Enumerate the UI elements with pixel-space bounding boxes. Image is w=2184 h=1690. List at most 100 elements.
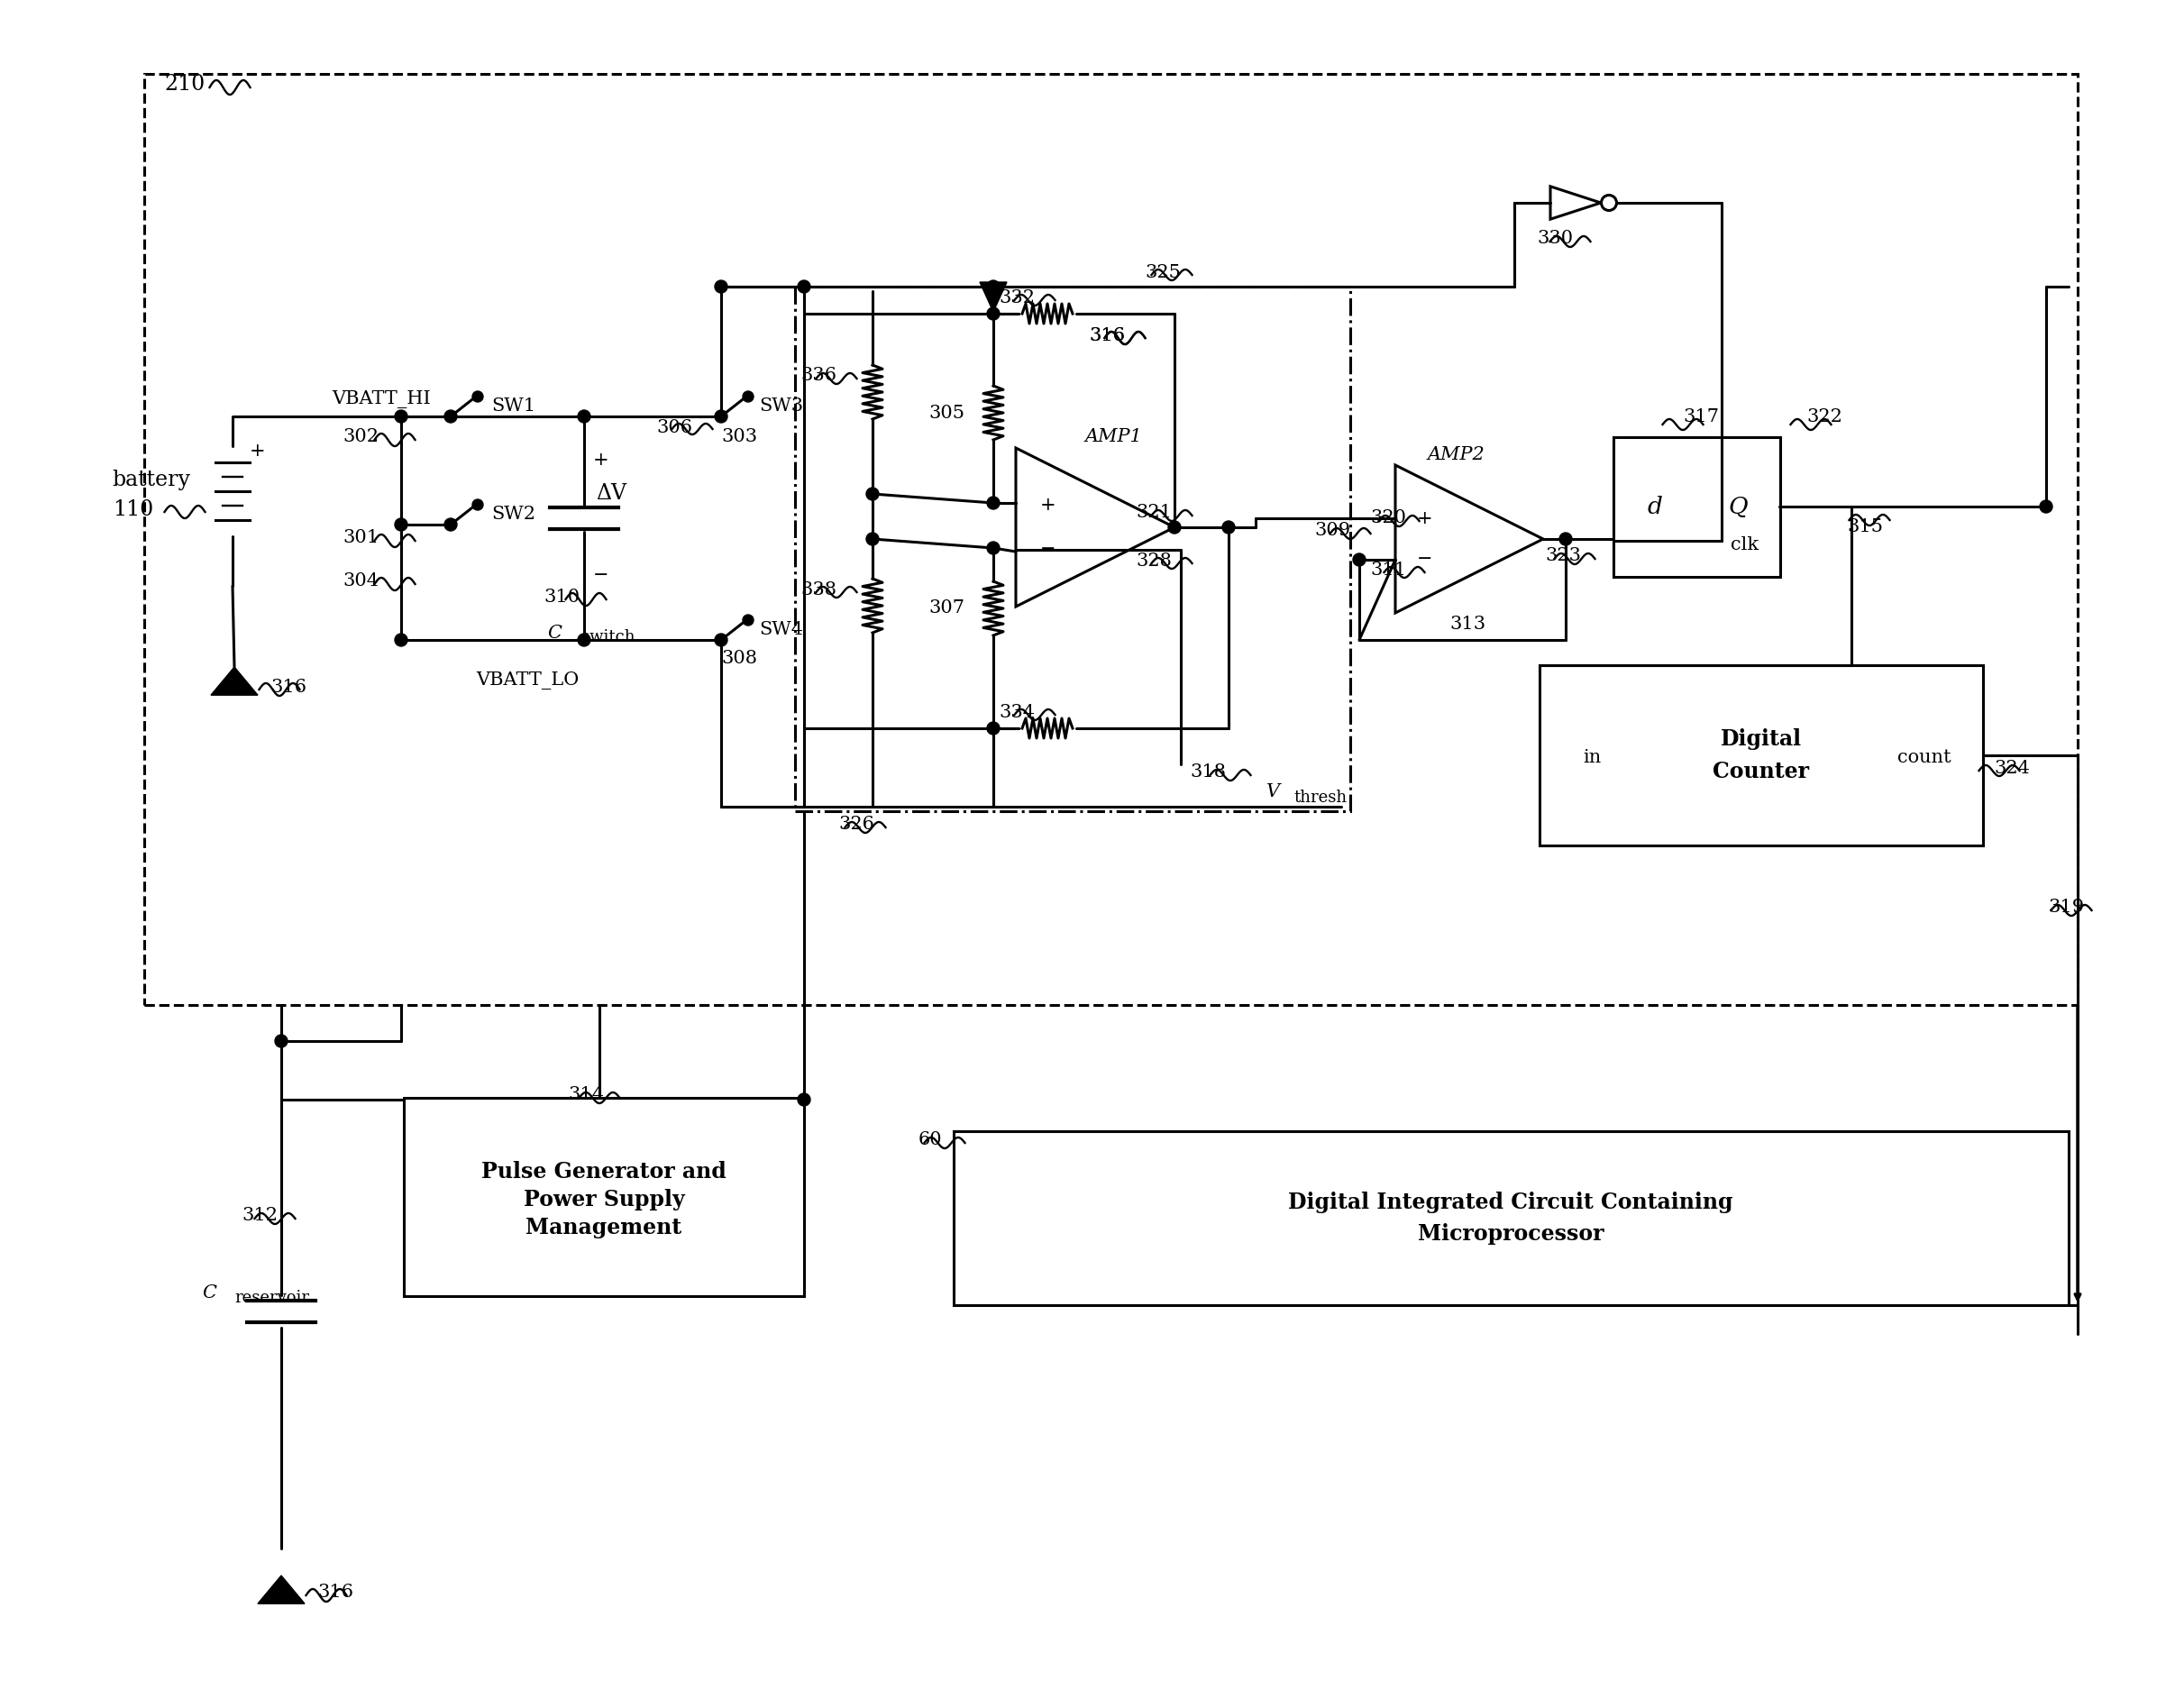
Text: 326: 326 xyxy=(839,816,874,833)
Text: Q: Q xyxy=(1728,495,1747,517)
Text: 338: 338 xyxy=(799,581,836,598)
Text: in: in xyxy=(1583,749,1601,766)
Text: 336: 336 xyxy=(799,367,836,384)
Text: 310: 310 xyxy=(544,588,579,605)
Text: 316: 316 xyxy=(1090,326,1125,343)
Text: 309: 309 xyxy=(1315,522,1350,539)
Text: 313: 313 xyxy=(1450,615,1485,632)
Text: V: V xyxy=(1267,782,1280,799)
Ellipse shape xyxy=(579,411,590,422)
Text: Digital: Digital xyxy=(1721,728,1802,750)
Text: Pulse Generator and: Pulse Generator and xyxy=(480,1161,727,1183)
Text: ΔV: ΔV xyxy=(596,483,627,504)
Text: 324: 324 xyxy=(1994,759,2029,776)
Text: 307: 307 xyxy=(928,600,965,617)
Ellipse shape xyxy=(1168,521,1182,534)
Text: 302: 302 xyxy=(343,429,378,446)
Text: 60: 60 xyxy=(917,1132,941,1149)
Text: clk: clk xyxy=(1730,536,1758,553)
Text: 322: 322 xyxy=(1806,409,1843,426)
Text: +: + xyxy=(1417,510,1433,527)
Ellipse shape xyxy=(987,281,1000,292)
Ellipse shape xyxy=(714,281,727,292)
Text: SW3: SW3 xyxy=(760,397,804,414)
Bar xyxy=(1540,666,1983,845)
Text: 301: 301 xyxy=(343,529,378,546)
Polygon shape xyxy=(981,282,1007,313)
Text: VBATT_HI: VBATT_HI xyxy=(332,390,430,409)
Ellipse shape xyxy=(1559,532,1572,546)
Text: 305: 305 xyxy=(928,404,965,421)
Text: 317: 317 xyxy=(1684,409,1719,426)
Text: SW1: SW1 xyxy=(491,397,535,414)
Text: +: + xyxy=(1040,497,1055,514)
Bar xyxy=(795,287,1350,811)
Text: 330: 330 xyxy=(1538,230,1572,247)
Text: 325: 325 xyxy=(1144,264,1182,281)
Bar xyxy=(1614,438,1780,576)
Bar xyxy=(404,1098,804,1296)
Ellipse shape xyxy=(1352,553,1365,566)
Text: battery: battery xyxy=(111,470,190,490)
Ellipse shape xyxy=(472,390,483,402)
Bar xyxy=(954,1131,2068,1305)
Text: −: − xyxy=(1040,541,1055,558)
Text: +: + xyxy=(594,451,609,468)
Text: 319: 319 xyxy=(2049,899,2084,916)
Ellipse shape xyxy=(867,532,878,546)
Ellipse shape xyxy=(987,542,1000,554)
Text: 316: 316 xyxy=(317,1584,354,1600)
Text: 311: 311 xyxy=(1369,561,1406,578)
Ellipse shape xyxy=(472,499,483,510)
Text: 323: 323 xyxy=(1544,548,1581,564)
Ellipse shape xyxy=(743,390,753,402)
Text: 110: 110 xyxy=(114,499,153,519)
Bar xyxy=(144,74,2077,1006)
Text: d: d xyxy=(1647,495,1662,517)
Ellipse shape xyxy=(395,519,408,531)
Polygon shape xyxy=(258,1575,304,1604)
Text: SW2: SW2 xyxy=(491,505,535,522)
Ellipse shape xyxy=(714,634,727,646)
Text: C: C xyxy=(548,624,561,641)
Text: 312: 312 xyxy=(242,1207,277,1225)
Text: C: C xyxy=(201,1284,216,1301)
Polygon shape xyxy=(212,668,258,695)
Text: AMP1: AMP1 xyxy=(1085,429,1142,446)
Ellipse shape xyxy=(1223,521,1234,534)
Ellipse shape xyxy=(714,411,727,422)
Ellipse shape xyxy=(867,488,878,500)
Text: 332: 332 xyxy=(998,289,1035,306)
Text: 306: 306 xyxy=(655,419,692,436)
Text: −: − xyxy=(594,566,609,583)
Ellipse shape xyxy=(743,615,753,625)
Text: 334: 334 xyxy=(998,703,1035,720)
Text: AMP2: AMP2 xyxy=(1426,446,1485,463)
Text: 314: 314 xyxy=(568,1087,605,1104)
Text: 303: 303 xyxy=(721,429,758,446)
Text: 304: 304 xyxy=(343,573,378,590)
Text: +: + xyxy=(249,443,266,460)
Text: 315: 315 xyxy=(1848,517,1883,536)
Text: 321: 321 xyxy=(1136,504,1173,522)
Ellipse shape xyxy=(797,1093,810,1105)
Ellipse shape xyxy=(395,634,408,646)
Text: Management: Management xyxy=(526,1217,681,1239)
Text: 308: 308 xyxy=(721,649,758,666)
Text: 318: 318 xyxy=(1190,764,1225,781)
Ellipse shape xyxy=(2040,500,2053,512)
Text: count: count xyxy=(1898,749,1950,766)
Text: Digital Integrated Circuit Containing: Digital Integrated Circuit Containing xyxy=(1289,1191,1734,1213)
Ellipse shape xyxy=(987,308,1000,319)
Text: −: − xyxy=(1417,551,1433,568)
Text: thresh: thresh xyxy=(1293,789,1348,806)
Ellipse shape xyxy=(275,1034,288,1048)
Text: switch: switch xyxy=(581,629,636,646)
Ellipse shape xyxy=(579,634,590,646)
Text: VBATT_LO: VBATT_LO xyxy=(476,671,579,690)
Text: 328: 328 xyxy=(1136,553,1171,570)
Ellipse shape xyxy=(797,281,810,292)
Ellipse shape xyxy=(987,497,1000,509)
Ellipse shape xyxy=(443,411,456,422)
Text: Counter: Counter xyxy=(1712,760,1811,782)
